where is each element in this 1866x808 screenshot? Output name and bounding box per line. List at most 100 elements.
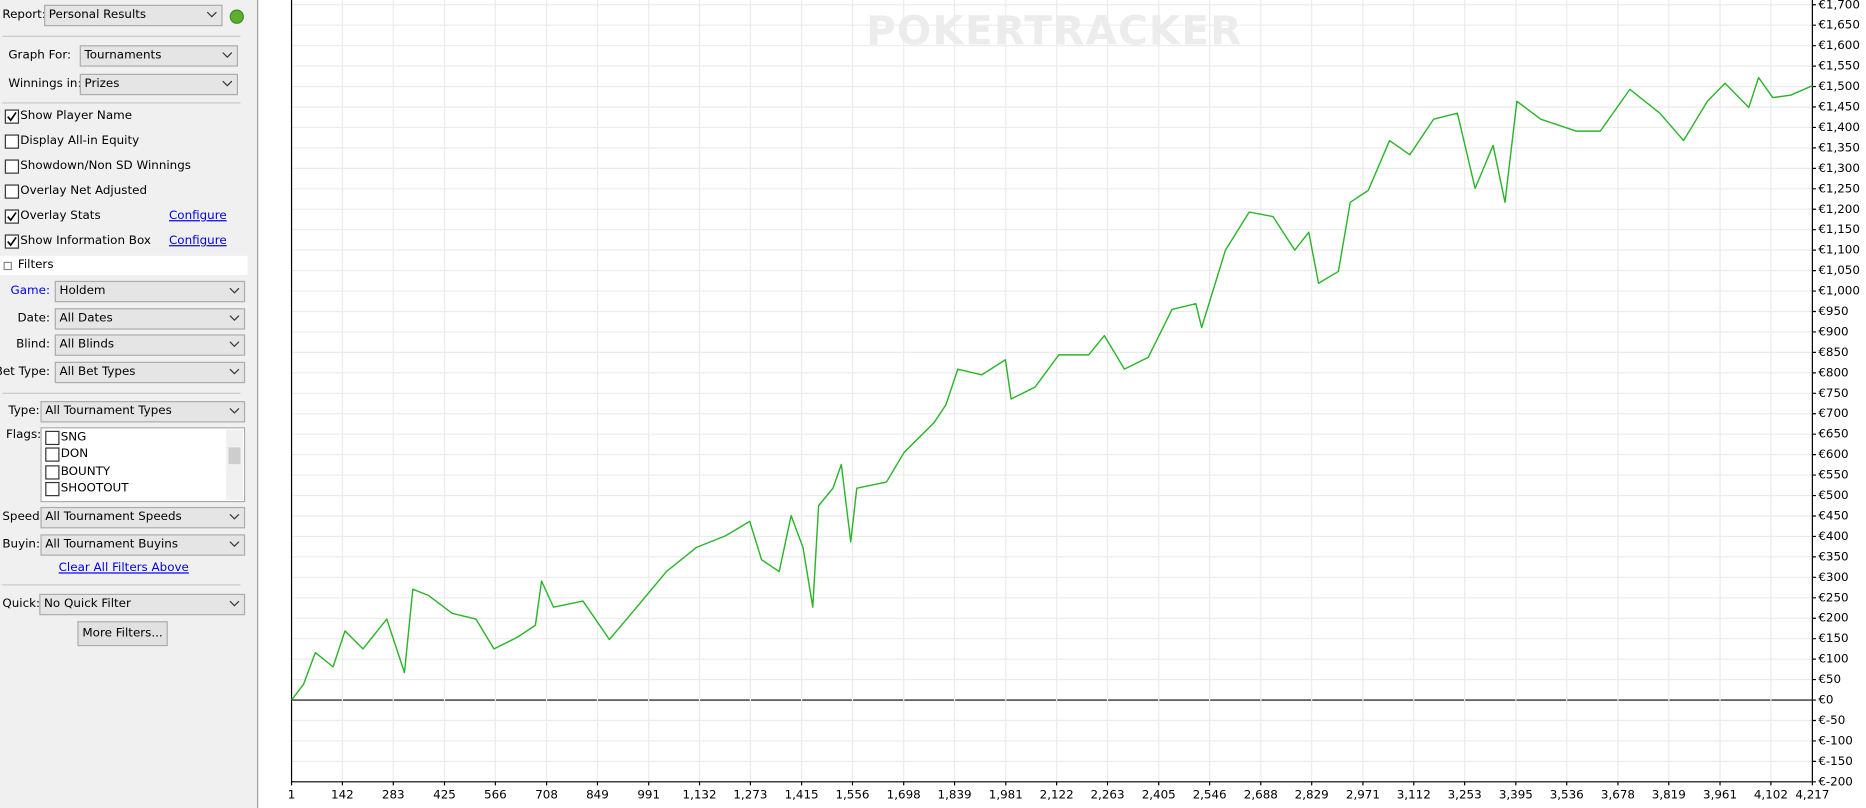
chevron [229,514,240,520]
dropdown-value: All Dates [59,311,113,325]
chevron [229,314,240,321]
x-tick-label: 3,819 [1652,787,1686,801]
chevron [222,80,233,87]
checkbox[interactable] [45,464,60,480]
chevron [207,11,217,18]
watermark: POKERTRACKER [866,6,1243,54]
dropdown[interactable]: All Dates [54,307,246,330]
chevron [229,341,240,348]
help-icon[interactable] [229,9,244,24]
dropdown[interactable]: All Bet Types [54,361,246,384]
configure-link[interactable]: Configure [168,234,227,248]
dropdown[interactable]: Prizes [79,73,239,96]
y-tick-label: €1,700 [1818,0,1860,11]
dropdown-value: No Quick Filter [44,597,131,611]
field-label: Game: [10,284,50,298]
field-label: Display All-in Equity [20,134,140,148]
y-tick-label: €1,650 [1818,18,1860,32]
field-label: Report: [2,8,46,22]
dropdown[interactable]: All Tournament Speeds [40,506,246,529]
x-tick-label: 2,688 [1244,787,1278,801]
dropdown[interactable]: No Quick Filter [39,593,246,616]
dropdown[interactable]: Tournaments [79,45,239,67]
x-tick-label: 3,961 [1703,787,1737,801]
field-label: Show Player Name [20,109,133,123]
field-label: Filters [17,258,54,272]
clear-filters-link[interactable]: Clear All Filters Above [58,561,189,575]
checkbox[interactable] [4,159,20,174]
checkbox[interactable] [4,109,20,124]
flags-list [40,427,246,503]
x-tick-label: 2,829 [1295,787,1329,801]
dropdown-value: All Tournament Buyins [45,537,179,551]
y-tick-label: €1,450 [1818,100,1860,114]
chevron [229,369,240,375]
y-tick-label: €-100 [1818,733,1853,747]
x-tick-label: 2,122 [1040,787,1074,801]
dropdown-value: Personal Results [48,8,147,22]
y-tick-label: €50 [1818,672,1841,686]
axis-frame [290,0,1813,783]
y-tick-label: €550 [1818,468,1848,482]
separator [2,35,241,37]
y-tick-label: €850 [1818,345,1848,359]
chevron [229,600,240,607]
check-mark [7,211,17,222]
y-tick-label: €1,250 [1818,181,1860,195]
dropdown[interactable]: Holdem [54,280,246,303]
chevron [229,287,240,294]
scrollbar[interactable] [226,429,243,500]
x-tick-label: 1,698 [887,787,921,801]
y-tick-label: €400 [1818,529,1848,543]
x-tick-label: 142 [331,787,354,801]
y-tick-label: €300 [1818,570,1848,584]
scroll-thumb[interactable] [228,447,241,465]
chevron [229,541,240,548]
field-label: Type: [8,404,40,418]
y-tick-label: €1,300 [1818,161,1860,175]
y-tick-label: €-200 [1818,774,1853,788]
checkbox[interactable] [4,134,20,149]
x-tick-label: 2,405 [1142,787,1176,801]
checkbox[interactable] [45,481,60,497]
dropdown[interactable]: All Tournament Types [40,401,246,423]
field-label: Show Information Box [20,234,151,248]
field-label: Winnings in: [8,77,82,91]
field-label: Blind: [16,338,50,352]
splitter [249,0,259,808]
y-tick-label: €-50 [1818,713,1845,727]
y-tick-label: €1,200 [1818,202,1860,216]
x-tick-label: 849 [586,787,609,801]
dropdown-value: All Blinds [59,338,115,352]
y-tick-label: €500 [1818,488,1848,502]
checkbox[interactable] [4,234,20,249]
separator [2,102,241,104]
dropdown[interactable]: All Blinds [54,334,246,357]
y-tick-label: €1,050 [1818,263,1860,277]
more-filters-button[interactable]: More Filters... [77,621,168,647]
separator [2,584,241,586]
y-tick-label: €350 [1818,549,1848,563]
checkbox[interactable] [4,209,20,224]
field-label: BOUNTY [60,464,111,478]
dropdown[interactable]: All Tournament Buyins [40,534,246,556]
sidebar: Report: Personal Results Graph For: Tournam… [0,0,250,808]
y-tick-label: €-150 [1818,754,1853,768]
dropdown[interactable]: Personal Results [44,4,223,27]
check-mark [7,236,17,247]
checkbox[interactable] [45,447,60,463]
checkbox[interactable] [45,430,60,446]
field-label: Date: [17,311,50,325]
y-tick-label: €1,550 [1818,59,1860,73]
configure-link[interactable]: Configure [168,209,227,223]
x-tick-label: 3,112 [1397,787,1431,801]
x-tick-label: 1,839 [938,787,972,801]
x-tick-label: 1,132 [683,787,717,801]
x-tick-label: 1 [288,787,296,801]
y-tick-label: €250 [1818,590,1848,604]
collapse-icon[interactable] [3,261,12,271]
checkbox[interactable] [4,184,20,199]
field-label: Flags: [5,428,42,442]
